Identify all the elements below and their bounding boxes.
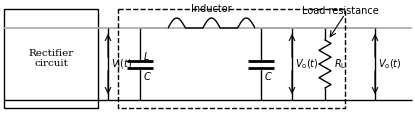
Text: $R_\mathrm{L}$: $R_\mathrm{L}$ (334, 57, 347, 71)
Text: $C$: $C$ (143, 71, 152, 82)
Text: $V_\mathrm{o}(t)$: $V_\mathrm{o}(t)$ (295, 57, 319, 71)
Text: Rectifier
circuit: Rectifier circuit (28, 49, 73, 68)
Text: Inductor: Inductor (191, 4, 232, 14)
Bar (118, 9, 345, 108)
Text: $V_\mathrm{o}(t)$: $V_\mathrm{o}(t)$ (378, 57, 402, 71)
Text: Load resistance: Load resistance (302, 6, 378, 16)
Text: $V_\mathrm{i}(t)$: $V_\mathrm{i}(t)$ (111, 57, 132, 71)
Text: $C$: $C$ (264, 71, 273, 82)
Bar (4, 9, 98, 108)
Text: $L$: $L$ (143, 49, 150, 62)
